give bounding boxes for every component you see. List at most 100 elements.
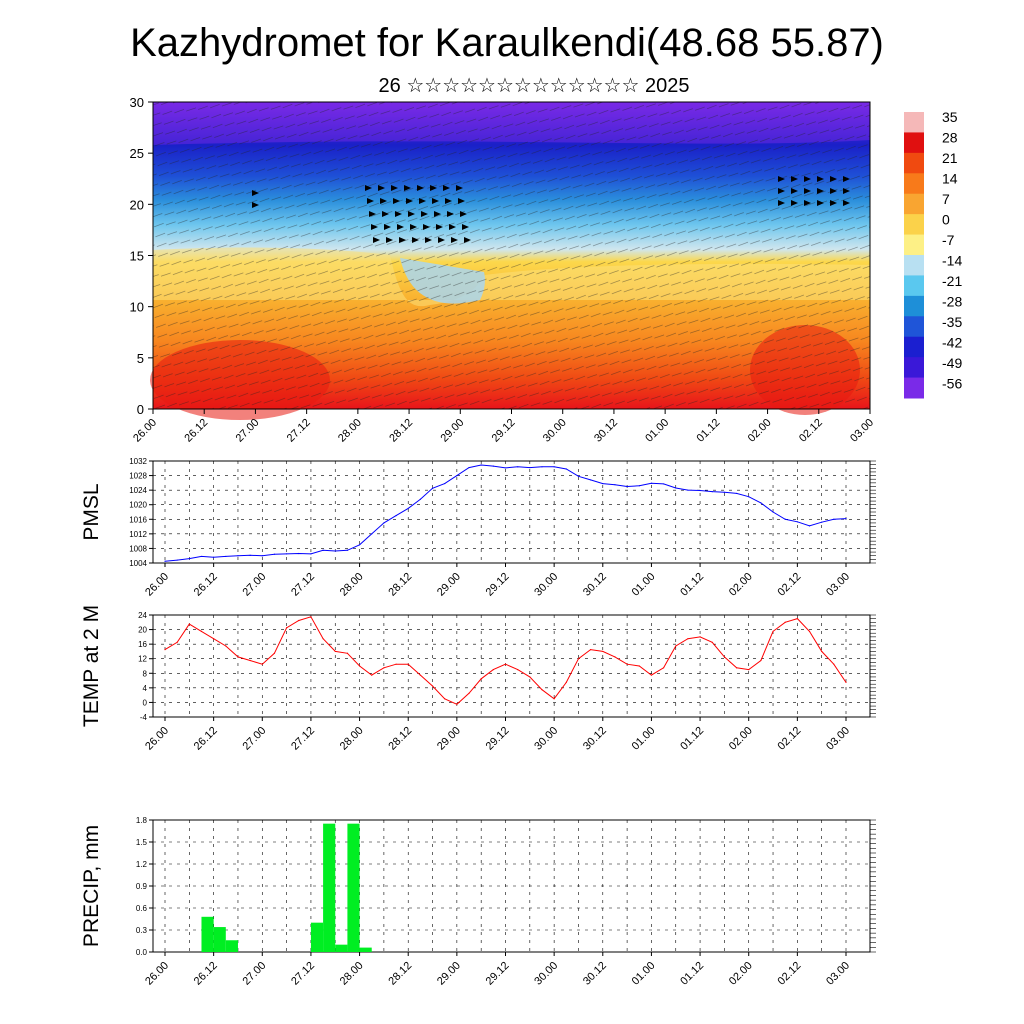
temp-point — [383, 667, 385, 669]
precip-xtick-label: 02.12 — [776, 960, 804, 988]
temp-xtick-label: 26.00 — [143, 725, 171, 753]
pmsl-xtick-label: 02.12 — [776, 571, 804, 599]
pmsl-point — [529, 466, 531, 469]
pmsl-point — [468, 466, 470, 469]
temp-point — [444, 698, 446, 700]
pmsl-point — [237, 555, 239, 557]
wind-barb — [462, 224, 469, 230]
heat-xtick-label: 27.12 — [285, 417, 313, 445]
pmsl-point — [626, 485, 628, 488]
pmsl-point — [164, 560, 166, 562]
pmsl-point — [772, 511, 774, 513]
pmsl-xtick-label: 28.00 — [338, 571, 366, 599]
pmsl-point — [456, 474, 458, 477]
pmsl-xtick-label: 29.00 — [435, 571, 463, 599]
heat-xtick-label: 28.00 — [336, 417, 364, 445]
wind-barb — [252, 202, 259, 208]
temp-xtick-label: 28.00 — [338, 725, 366, 753]
temp-ytick-label: 8 — [143, 669, 148, 678]
heat-ytick-label: 15 — [130, 249, 144, 264]
wind-barb — [410, 224, 417, 230]
wind-barb — [464, 237, 471, 243]
pmsl-xtick-label: 30.00 — [532, 571, 560, 599]
wind-barb — [404, 185, 411, 191]
pmsl-xtick-label: 28.12 — [386, 571, 414, 599]
wind-barb — [369, 211, 376, 217]
pmsl-ytick-label: 1020 — [129, 501, 147, 510]
wind-barb — [804, 200, 811, 206]
temp-point — [456, 703, 458, 705]
pmsl-point — [492, 465, 494, 467]
precip-bar — [347, 823, 360, 952]
colorbar-label: -14 — [942, 253, 962, 269]
precip-xtick-label: 28.00 — [338, 960, 366, 988]
pmsl-point — [358, 544, 361, 546]
wind-barb — [778, 188, 785, 194]
temp-point — [395, 663, 397, 665]
temp-xtick-label: 02.12 — [776, 725, 804, 753]
wind-barb — [425, 237, 432, 243]
heat-ytick-label: 30 — [130, 95, 144, 110]
temp-point — [346, 652, 349, 654]
pmsl-point — [431, 487, 434, 489]
pmsl-point — [517, 466, 519, 468]
temp-point — [237, 656, 239, 658]
pmsl-point — [541, 466, 543, 468]
wind-barb — [391, 185, 398, 191]
precip-xtick-label: 02.00 — [727, 960, 755, 988]
temp-xtick-label: 01.12 — [678, 725, 706, 753]
temp-point — [480, 678, 482, 680]
temp-ytick-label: 20 — [138, 626, 147, 635]
pmsl-point — [808, 525, 811, 527]
colorbar-swatch — [904, 316, 924, 338]
temp-xtick-label: 30.12 — [581, 725, 609, 753]
precip-ytick-label: 1.2 — [136, 860, 148, 869]
pmsl-xtick-label: 01.12 — [678, 571, 706, 599]
pmsl-ytick-label: 1024 — [129, 486, 147, 495]
colorbar-swatch — [904, 132, 924, 154]
pmsl-frame — [152, 460, 871, 564]
pmsl-xtick-label: 27.12 — [289, 571, 317, 599]
pmsl-point — [796, 521, 798, 523]
pmsl-ylabel: PMSL — [80, 483, 103, 540]
temp-xtick-label: 02.00 — [727, 725, 755, 753]
pmsl-ytick-label: 1016 — [129, 515, 147, 524]
heat-ytick-label: 25 — [130, 146, 144, 161]
wind-barb — [432, 198, 439, 204]
colorbar-swatch — [904, 275, 924, 297]
precip-xtick-label: 28.12 — [386, 960, 414, 988]
precip-xtick-label: 27.00 — [240, 960, 268, 988]
heat-xtick-label: 01.12 — [695, 417, 723, 445]
temp-xtick-label: 29.12 — [484, 725, 512, 753]
temp-point — [298, 619, 300, 622]
wind-barb — [438, 237, 445, 243]
precip-ytick-label: 1.5 — [136, 838, 148, 847]
pmsl-point — [748, 496, 750, 498]
pmsl-point — [444, 482, 446, 485]
wind-barb — [791, 200, 798, 206]
heat-xtick-label: 28.12 — [387, 417, 415, 445]
wind-barb — [417, 185, 424, 191]
wind-barb — [843, 200, 850, 206]
wind-barb — [386, 237, 393, 243]
temp-ytick-label: 4 — [143, 684, 148, 693]
precip-bar — [225, 940, 238, 952]
colorbar-label: -42 — [942, 335, 962, 351]
precip-xtick-label: 26.12 — [192, 960, 220, 988]
wind-barb — [384, 224, 391, 230]
wind-barb — [443, 185, 450, 191]
precip-xtick-label: 01.00 — [630, 960, 658, 988]
colorbar-swatch — [904, 173, 924, 195]
pmsl-ytick-label: 1032 — [129, 457, 147, 466]
temp-point — [808, 630, 811, 632]
temp-point — [407, 663, 409, 665]
temp-point — [614, 656, 616, 658]
temp-point — [602, 650, 604, 653]
pmsl-xtick-label: 30.12 — [581, 571, 609, 599]
precip-ylabel: PRECIP, mm — [80, 825, 103, 947]
temp-point — [541, 689, 543, 691]
wind-barb — [817, 176, 824, 182]
precip-bar — [335, 944, 348, 952]
colorbar-label: -28 — [942, 294, 962, 310]
pmsl-point — [735, 492, 738, 495]
